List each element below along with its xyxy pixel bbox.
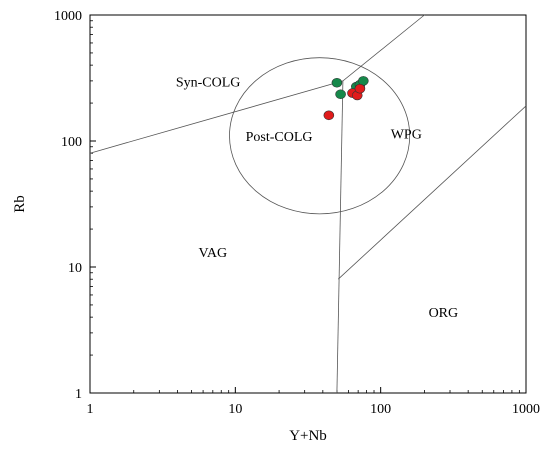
y-tick-label: 1 bbox=[75, 387, 82, 402]
y-tick-label: 10 bbox=[68, 261, 82, 276]
wpg-org-boundary bbox=[337, 105, 527, 280]
field-labels: Syn-COLG Post-COLG WPG VAG ORG bbox=[176, 76, 458, 321]
data-point bbox=[354, 83, 366, 94]
x-tick-label: 10 bbox=[228, 402, 242, 417]
field-boundaries bbox=[89, 14, 527, 394]
vag-wpg-boundary bbox=[336, 80, 344, 394]
field-label-syn-colg: Syn-COLG bbox=[176, 76, 241, 91]
y-axis-label: Rb bbox=[12, 195, 28, 213]
field-label-wpg: WPG bbox=[391, 127, 422, 142]
x-tick-label: 100 bbox=[370, 402, 391, 417]
x-tick-label: 1000 bbox=[512, 402, 540, 417]
y-tick-label: 1000 bbox=[54, 9, 82, 24]
x-tick-label: 1 bbox=[87, 402, 94, 417]
post-colg-field-circle bbox=[229, 57, 411, 215]
axis-ticks: 1 10 100 1000 1 10 100 1000 bbox=[54, 9, 540, 417]
field-label-vag: VAG bbox=[199, 246, 228, 261]
y-tick-label: 100 bbox=[61, 135, 82, 150]
field-label-org: ORG bbox=[429, 306, 459, 321]
data-points bbox=[323, 76, 369, 121]
x-axis-label: Y+Nb bbox=[289, 428, 327, 444]
field-label-post-colg: Post-COLG bbox=[246, 130, 313, 145]
data-point bbox=[323, 110, 335, 121]
data-point bbox=[335, 89, 346, 100]
data-point bbox=[331, 77, 343, 88]
plot-frame bbox=[89, 14, 527, 394]
